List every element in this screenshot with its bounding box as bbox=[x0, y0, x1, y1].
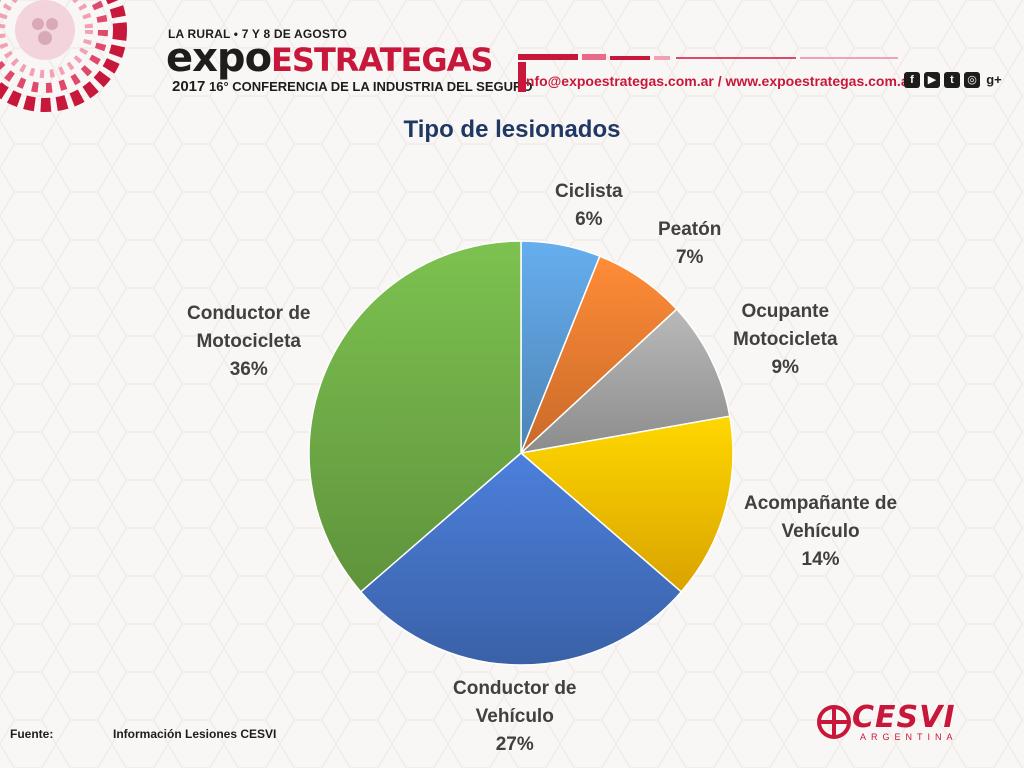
source-value: Información Lesiones CESVI bbox=[113, 727, 277, 741]
google-plus-icon[interactable]: g+ bbox=[986, 72, 1002, 87]
slice-label-line: 6% bbox=[575, 209, 603, 230]
slice-label-line: Motocicleta bbox=[733, 329, 838, 350]
twitter-icon[interactable]: t bbox=[944, 72, 960, 88]
slice-label-line: Motocicleta bbox=[196, 331, 302, 352]
slice-label-line: Conductor de bbox=[187, 303, 311, 324]
slice-label-line: Ciclista bbox=[555, 181, 623, 202]
instagram-icon[interactable]: ◎ bbox=[964, 72, 980, 88]
chart-title: Tipo de lesionados bbox=[403, 116, 621, 143]
cesvi-logo bbox=[817, 705, 851, 739]
slice-label-line: 9% bbox=[771, 357, 799, 378]
pie-slice-2 bbox=[518, 308, 731, 455]
slice-label-1: Peatón 7% bbox=[658, 216, 721, 272]
event-subtitle: 2017 16° CONFERENCIA DE LA INDUSTRIA DEL… bbox=[172, 78, 533, 95]
social-icons: f ▶ t ◎ g+ bbox=[904, 72, 1004, 88]
event-header: LA RURAL • 7 Y 8 DE AGOSTO expoESTRATEGA… bbox=[0, 0, 1024, 112]
slice-label-line: Vehículo bbox=[781, 521, 860, 542]
slice-label-line: 36% bbox=[229, 359, 268, 380]
event-conference: 16° CONFERENCIA DE LA INDUSTRIA DEL SEGU… bbox=[209, 79, 533, 94]
slice-label-line: Vehículo bbox=[475, 706, 554, 727]
slice-label-0: Ciclista 6% bbox=[555, 178, 623, 234]
event-dates: LA RURAL • 7 Y 8 DE AGOSTO bbox=[168, 27, 347, 41]
cesvi-name: CESVI bbox=[852, 700, 956, 735]
slice-label-line: 14% bbox=[801, 549, 840, 570]
cesvi-country: ARGENTINA bbox=[860, 732, 958, 742]
event-brand: expoESTRATEGAS bbox=[166, 35, 493, 81]
event-year: 2017 bbox=[172, 78, 206, 95]
slice-label-5: Conductor de Motocicleta 36% bbox=[187, 300, 311, 384]
slice-label-3: Acompañante de Vehículo 14% bbox=[744, 490, 897, 574]
slice-label-line: 27% bbox=[495, 734, 534, 755]
event-logo-ring bbox=[0, 0, 127, 112]
source-label: Fuente: bbox=[10, 727, 54, 741]
brand-estrategas-text: ESTRATEGAS bbox=[271, 41, 493, 79]
slice-label-line: Conductor de bbox=[453, 678, 577, 699]
contact-banner-decoration bbox=[518, 54, 898, 92]
contact-info[interactable]: info@expoestrategas.com.ar / www.expoest… bbox=[522, 73, 915, 89]
brand-expo-text: expo bbox=[166, 35, 272, 81]
facebook-icon[interactable]: f bbox=[904, 72, 920, 88]
youtube-icon[interactable]: ▶ bbox=[924, 72, 940, 88]
pie-slice-3 bbox=[519, 415, 734, 593]
slice-label-line: 7% bbox=[675, 247, 704, 268]
slice-label-line: Peatón bbox=[658, 219, 722, 240]
pie-slice-4 bbox=[359, 452, 683, 666]
slice-label-4: Conductor de Vehículo 27% bbox=[453, 675, 577, 759]
slice-label-line: Ocupante bbox=[741, 301, 830, 322]
slice-label-2: Ocupante Motocicleta 9% bbox=[733, 298, 838, 382]
pie-slice-5 bbox=[308, 240, 522, 593]
slice-label-line: Acompañante de bbox=[744, 493, 898, 514]
